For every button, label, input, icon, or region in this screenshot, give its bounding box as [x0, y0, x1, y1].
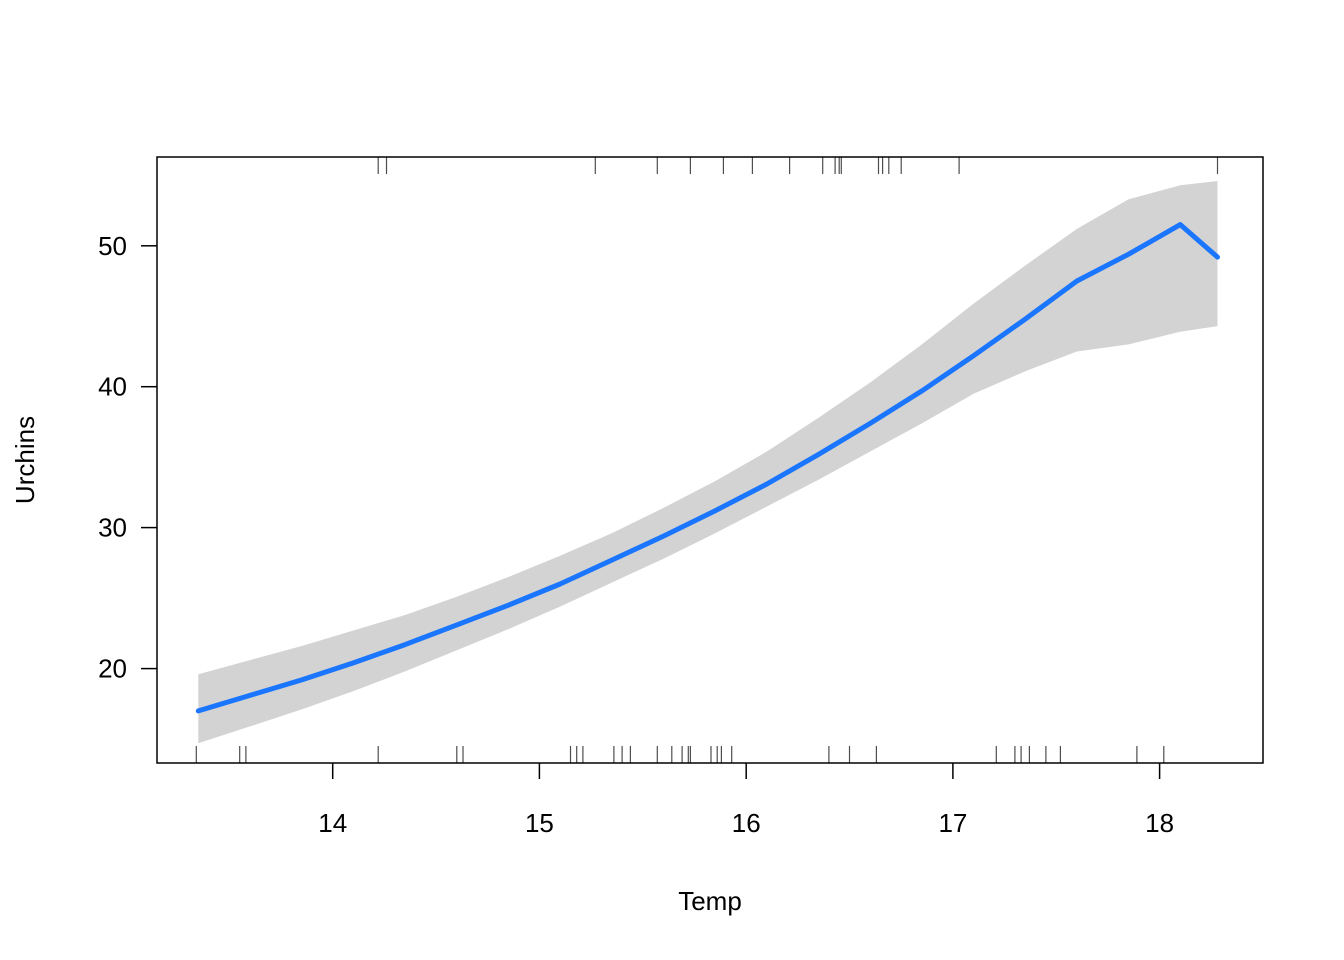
x-tick-label: 17 — [938, 808, 967, 838]
x-axis-label: Temp — [678, 886, 742, 916]
confidence-band — [198, 181, 1218, 744]
plot-frame — [156, 156, 1264, 764]
x-tick-label: 14 — [318, 808, 347, 838]
x-tick-label: 15 — [525, 808, 554, 838]
fitted-line — [195, 222, 1220, 714]
x-tick-label: 18 — [1145, 808, 1174, 838]
y-tick-label: 20 — [98, 654, 127, 684]
y-axis-label: Urchins — [10, 416, 40, 504]
x-tick-label: 16 — [732, 808, 761, 838]
y-tick-label: 50 — [98, 231, 127, 261]
y-tick-label: 40 — [98, 372, 127, 402]
y-tick-label: 30 — [98, 513, 127, 543]
